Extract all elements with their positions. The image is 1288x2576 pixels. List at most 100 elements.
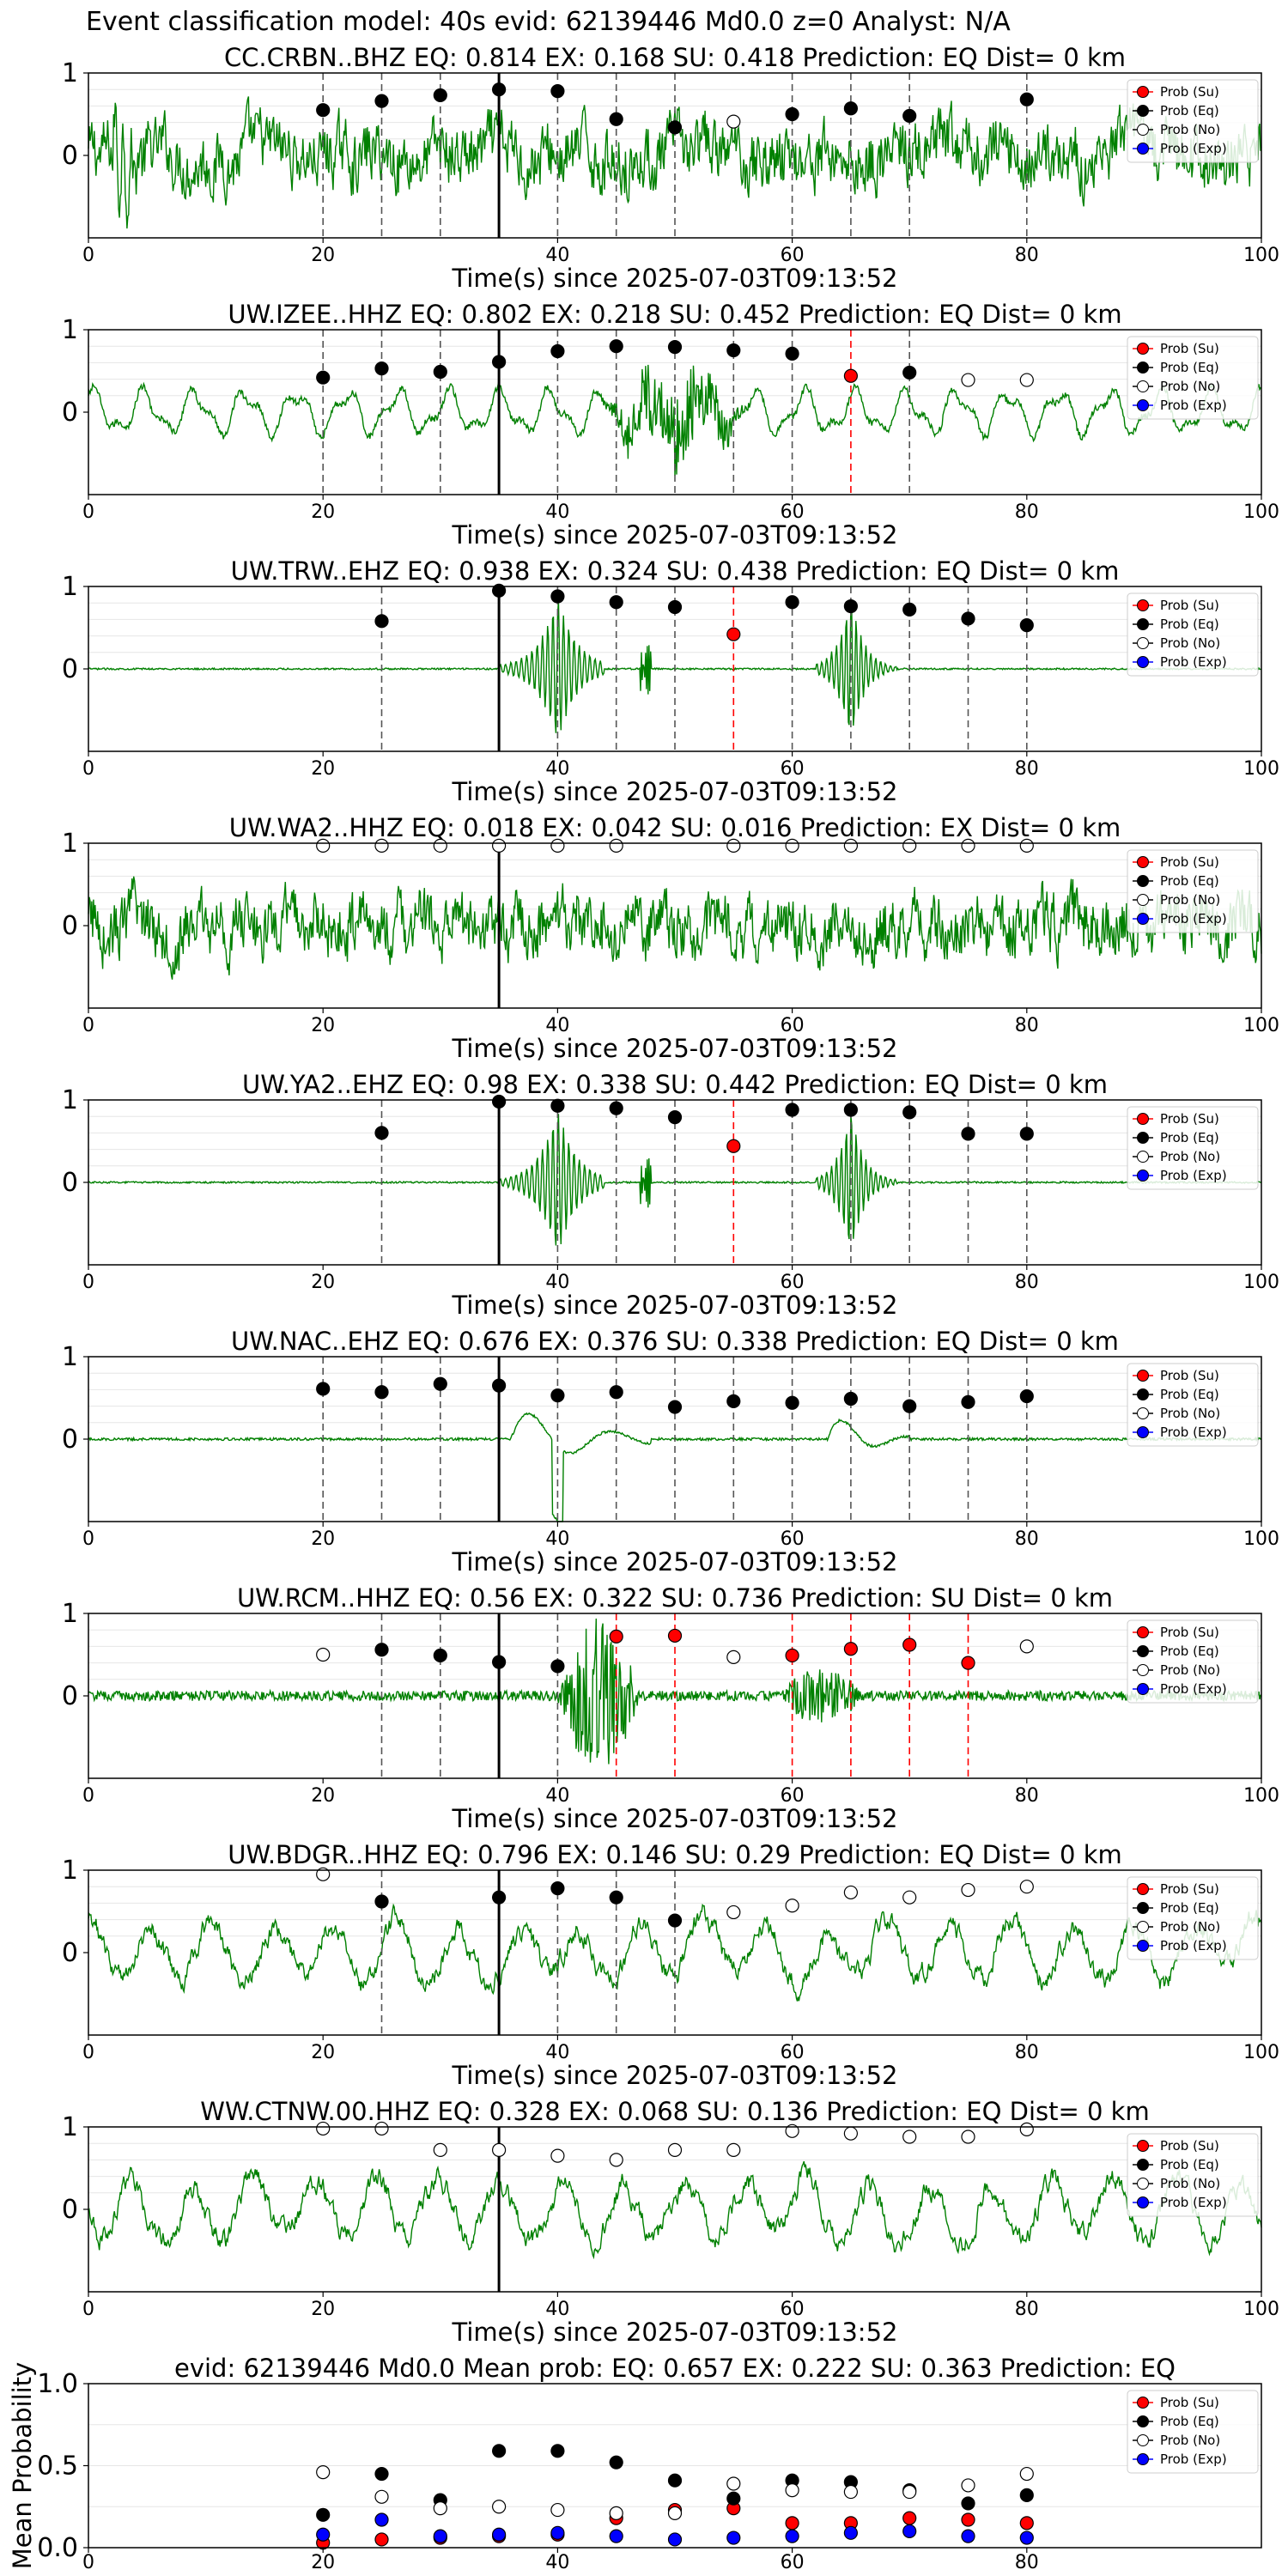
legend-label: Prob (Su) (1160, 2138, 1219, 2154)
legend-label: Prob (No) (1160, 1662, 1220, 1678)
mean-point-exp (433, 2529, 447, 2543)
prob-point (491, 1378, 507, 1393)
legend-marker (1137, 343, 1149, 355)
x-tick-label: 0 (82, 758, 94, 780)
x-tick-label: 80 (1015, 758, 1039, 780)
prob-point (785, 106, 799, 122)
prob-point (550, 838, 565, 853)
mean-point-exp (961, 2529, 975, 2543)
legend-box (1127, 849, 1259, 933)
panel-title: UW.RCM..HHZ EQ: 0.56 EX: 0.322 SU: 0.736… (237, 1583, 1113, 1613)
legend-label: Prob (Exp) (1160, 2451, 1227, 2467)
x-tick-label: 20 (311, 2042, 335, 2063)
prob-point (726, 2142, 741, 2157)
x-tick-label: 40 (545, 1785, 569, 1807)
prob-point (491, 838, 507, 853)
prob-point (609, 112, 623, 126)
prob-point (374, 94, 389, 108)
x-tick-label: 20 (311, 1785, 335, 1807)
prob-point (843, 368, 859, 383)
panel-title: WW.CTNW.00.HHZ EQ: 0.328 EX: 0.068 SU: 0… (200, 2097, 1149, 2126)
legend-marker (1137, 105, 1149, 117)
x-tick-label: 80 (1015, 2042, 1039, 2063)
x-tick-label: 80 (1015, 245, 1039, 266)
x-tick-label: 40 (545, 1528, 569, 1550)
legend-marker (1137, 1407, 1149, 1419)
x-tick-label: 100 (1243, 758, 1279, 780)
prob-point (550, 1098, 565, 1113)
prob-point (726, 1649, 741, 1664)
mean-point-no (843, 2484, 859, 2500)
legend-marker (1137, 1940, 1149, 1952)
legend-label: Prob (Eq) (1160, 1387, 1219, 1402)
panel-title: evid: 62139446 Md0.0 Mean prob: EQ: 0.65… (174, 2354, 1176, 2383)
legend-label: Prob (Eq) (1160, 1900, 1219, 1916)
prob-point (667, 340, 683, 355)
prob-point (1019, 1127, 1034, 1141)
x-tick-label: 20 (311, 2552, 335, 2573)
prob-point (609, 2153, 623, 2167)
y-tick-label: 0 (62, 2195, 78, 2225)
x-tick-label: 100 (1243, 1272, 1279, 1293)
legend-label: Prob (No) (1160, 635, 1220, 651)
prob-point (1019, 1388, 1034, 1404)
mean-point-exp (1019, 2530, 1034, 2545)
panel-mean-probability: 0.0 0.5 1.0 0 20 40 60 80 evid: 62139446 Md0.0 M… (8, 2354, 1262, 2573)
x-axis-label: Time(s) since 2025-07-03T09:13:52 (452, 520, 898, 550)
legend-marker (1137, 2415, 1149, 2427)
x-tick-label: 60 (781, 1272, 805, 1293)
legend-label: Prob (Su) (1160, 1368, 1219, 1383)
mean-point-eq (961, 2496, 975, 2511)
panel-title: UW.NAC..EHZ EQ: 0.676 EX: 0.376 SU: 0.33… (231, 1327, 1119, 1356)
x-tick-label: 80 (1015, 501, 1039, 523)
legend-marker (1137, 1388, 1149, 1400)
y-tick-label: 1 (62, 829, 78, 859)
mean-point-no (433, 2501, 447, 2516)
prob-point (667, 1400, 683, 1414)
prob-point (785, 595, 799, 610)
prob-point (609, 595, 623, 610)
prob-point (902, 1637, 917, 1652)
legend-marker (1137, 2178, 1149, 2190)
legend-label: Prob (No) (1160, 2176, 1220, 2191)
prob-point (609, 1629, 623, 1643)
prob-point (374, 614, 389, 629)
prob-point (961, 2129, 975, 2144)
mean-point-exp (667, 2532, 683, 2547)
mean-point-no (609, 2506, 623, 2520)
prob-point (667, 599, 683, 615)
prob-point (374, 1643, 389, 1657)
legend-label: Prob (Su) (1160, 341, 1219, 356)
legend-label: Prob (Su) (1160, 1881, 1219, 1897)
y-tick-label: 0 (62, 911, 78, 941)
y-tick-label: 0 (62, 1938, 78, 1968)
legend-label: Prob (Exp) (1160, 2195, 1227, 2210)
prob-point (726, 627, 741, 641)
prob-point (843, 598, 859, 614)
prob-point (374, 361, 389, 376)
legend-box (1127, 336, 1259, 420)
prob-point (609, 1101, 623, 1115)
x-tick-label: 20 (311, 2299, 335, 2320)
prob-point (961, 1656, 975, 1670)
mean-point-no (726, 2476, 741, 2491)
prob-point (491, 1655, 507, 1669)
x-tick-label: 80 (1015, 1015, 1039, 1036)
prob-point (785, 2123, 799, 2138)
prob-point (316, 838, 331, 853)
prob-point (667, 120, 683, 135)
x-axis-label: Time(s) since 2025-07-03T09:13:52 (452, 1804, 898, 1833)
prob-point (785, 1103, 799, 1117)
panel-title: CC.CRBN..BHZ EQ: 0.814 EX: 0.168 SU: 0.4… (224, 43, 1126, 72)
legend-marker (1137, 1883, 1149, 1895)
mean-point-exp (491, 2527, 507, 2542)
legend-label: Prob (Exp) (1160, 1425, 1227, 1440)
prob-point (902, 108, 917, 124)
x-tick-label: 40 (545, 245, 569, 266)
x-tick-label: 80 (1015, 1272, 1039, 1293)
mean-point-no (785, 2483, 799, 2498)
legend-marker (1137, 856, 1149, 868)
